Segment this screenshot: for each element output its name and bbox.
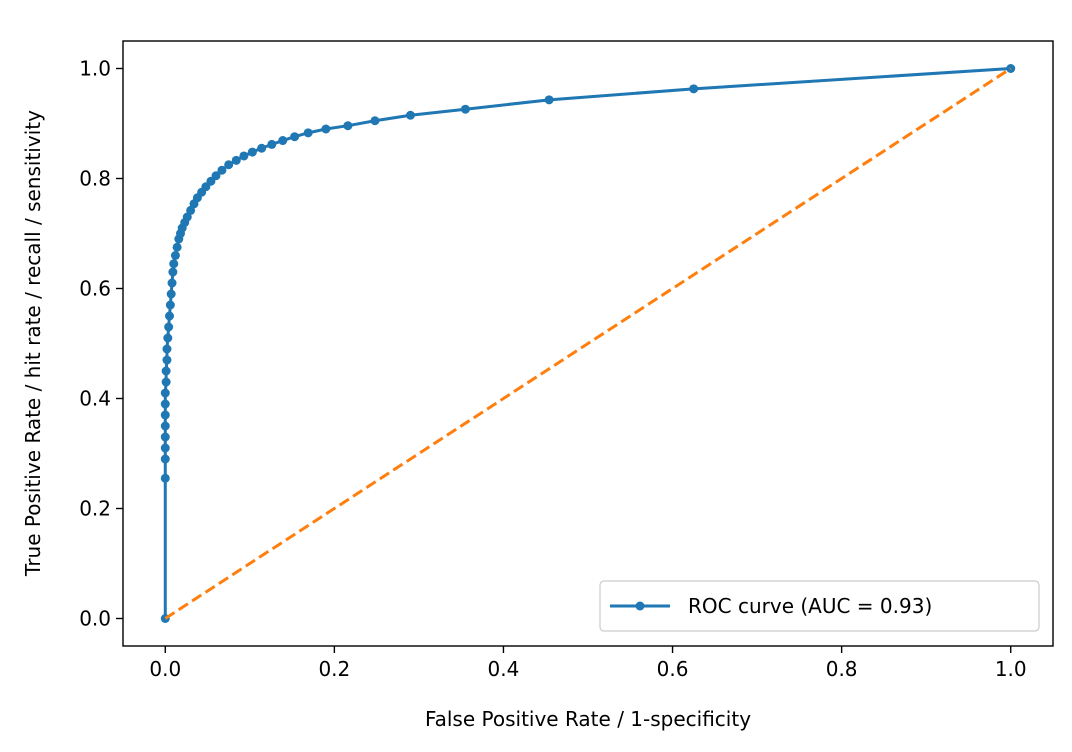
x-axis-label: False Positive Rate / 1-specificity bbox=[425, 707, 751, 731]
roc-point bbox=[163, 333, 173, 343]
roc-point bbox=[217, 165, 227, 175]
legend-label-roc: ROC curve (AUC = 0.93) bbox=[688, 594, 932, 618]
x-tick-label: 0.0 bbox=[149, 657, 181, 681]
roc-point bbox=[160, 473, 170, 483]
roc-point bbox=[257, 143, 267, 153]
roc-point bbox=[160, 454, 170, 464]
roc-point bbox=[160, 421, 170, 431]
roc-point bbox=[343, 121, 353, 131]
roc-point bbox=[170, 251, 180, 260]
roc-point bbox=[162, 355, 172, 365]
roc-point bbox=[169, 259, 179, 269]
roc-point bbox=[405, 110, 415, 120]
roc-point bbox=[168, 267, 178, 277]
roc-point bbox=[231, 155, 241, 165]
x-tick-label: 0.2 bbox=[318, 657, 350, 681]
roc-point bbox=[160, 388, 170, 398]
y-axis-ticks: 0.0 0.2 0.4 0.6 0.8 1.0 bbox=[79, 57, 123, 631]
roc-point bbox=[370, 116, 380, 126]
roc-point bbox=[160, 432, 170, 442]
roc-point bbox=[303, 128, 313, 138]
roc-point bbox=[172, 242, 182, 252]
roc-point bbox=[544, 95, 554, 105]
roc-point bbox=[290, 132, 300, 142]
x-tick-label: 1.0 bbox=[995, 657, 1027, 681]
roc-point bbox=[162, 344, 172, 354]
roc-point bbox=[164, 322, 174, 332]
x-tick-label: 0.8 bbox=[826, 657, 858, 681]
x-tick-label: 0.4 bbox=[488, 657, 520, 681]
legend-box bbox=[599, 580, 1040, 632]
y-tick-label: 0.0 bbox=[79, 607, 111, 631]
x-axis-ticks: 0.0 0.2 0.4 0.6 0.8 1.0 bbox=[149, 646, 1027, 681]
roc-point bbox=[166, 289, 176, 299]
roc-point bbox=[267, 139, 277, 149]
chance-diagonal-line bbox=[164, 67, 1012, 620]
roc-point bbox=[689, 84, 699, 94]
roc-point bbox=[211, 171, 221, 181]
roc-point bbox=[167, 278, 177, 288]
roc-point bbox=[224, 160, 234, 170]
roc-point bbox=[165, 300, 175, 310]
legend-marker-swatch bbox=[635, 601, 645, 611]
series-layer bbox=[160, 64, 1016, 623]
plot-frame bbox=[122, 40, 1054, 647]
y-axis-label: True Positive Rate / hit rate / recall /… bbox=[21, 110, 45, 577]
roc-point bbox=[165, 311, 174, 321]
roc-point bbox=[239, 151, 249, 161]
y-tick-label: 0.4 bbox=[79, 387, 111, 411]
y-tick-label: 0.6 bbox=[79, 277, 111, 301]
roc-point bbox=[161, 377, 171, 387]
roc-point bbox=[460, 104, 470, 114]
legend: ROC curve (AUC = 0.93) bbox=[599, 580, 1040, 632]
roc-point bbox=[160, 410, 170, 420]
roc-point bbox=[321, 124, 331, 134]
y-tick-label: 0.8 bbox=[79, 167, 111, 191]
y-tick-label: 1.0 bbox=[79, 57, 111, 81]
roc-point bbox=[247, 147, 257, 157]
x-tick-label: 0.6 bbox=[657, 657, 689, 681]
roc-point bbox=[161, 366, 171, 376]
roc-point bbox=[160, 399, 170, 409]
roc-point bbox=[160, 443, 170, 453]
y-tick-label: 0.2 bbox=[79, 497, 111, 521]
roc-point bbox=[278, 136, 288, 146]
